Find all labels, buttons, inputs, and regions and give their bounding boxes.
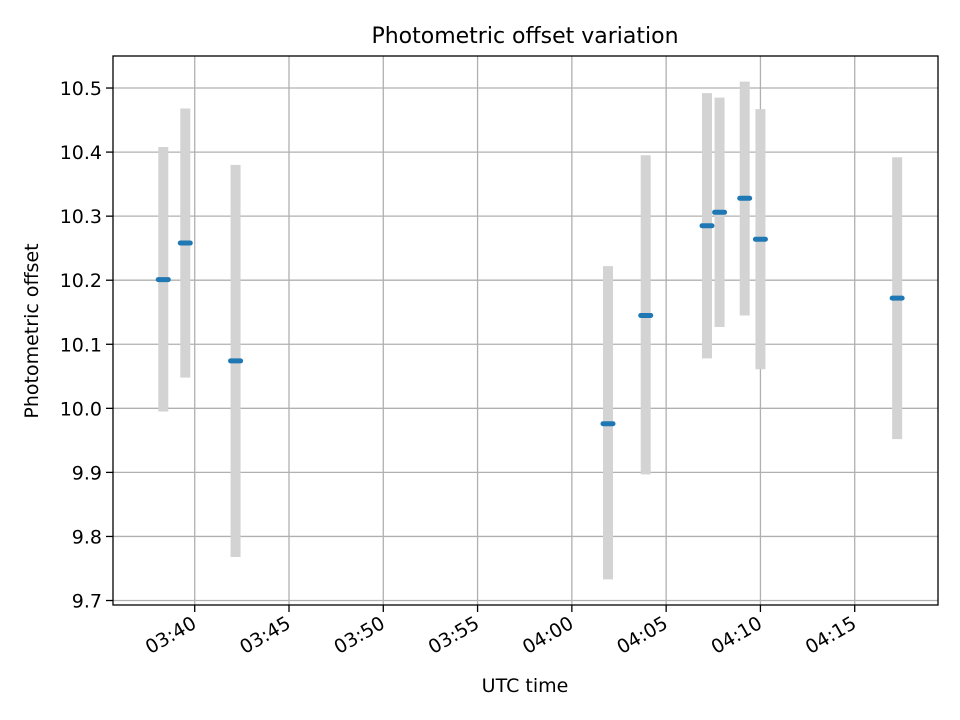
y-tick-label: 10.5 xyxy=(60,78,102,100)
y-tick-label: 9.9 xyxy=(72,462,102,484)
y-axis-label: Photometric offset xyxy=(21,243,43,418)
x-axis-label: UTC time xyxy=(482,675,569,697)
plot-frame xyxy=(112,55,939,606)
y-tick-label: 9.7 xyxy=(72,591,102,613)
y-tick-label: 10.0 xyxy=(60,398,102,420)
data-points xyxy=(155,195,905,427)
y-tick-label: 10.3 xyxy=(60,206,102,228)
chart-title: Photometric offset variation xyxy=(371,24,678,49)
y-tick-label: 10.1 xyxy=(60,334,102,356)
y-tick-label: 10.4 xyxy=(60,142,102,164)
y-axis: 9.7 9.8 9.9 10.0 10.1 10.2 10.3 10.4 10.5 xyxy=(60,78,113,613)
y-tick-label: 10.2 xyxy=(60,270,102,292)
y-tick-label: 9.8 xyxy=(72,526,102,548)
grid xyxy=(113,56,938,605)
